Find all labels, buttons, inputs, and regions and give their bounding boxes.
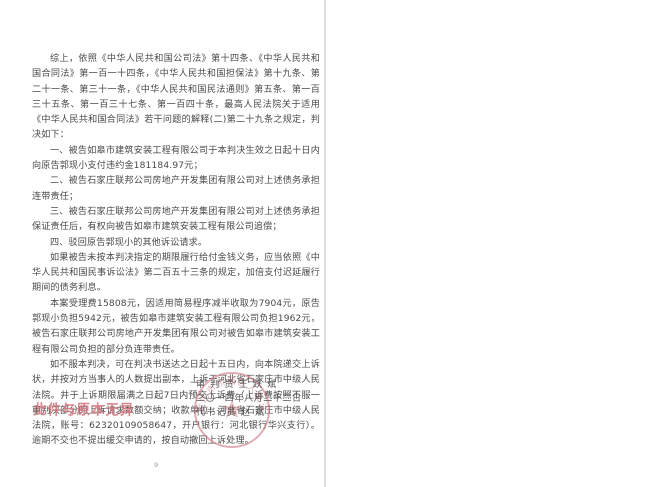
paragraph-ruling-4: 四、驳回原告郭现小的其他诉讼请求。: [50, 237, 208, 248]
paragraph-ruling-1: 一、被告如皋市建筑安装工程有限公司于本判决生效之日起十日内向原告郭现小支付违约金…: [32, 145, 320, 172]
paragraph-delay-interest: 如果被告未按本判决指定的期限履行给付金钱义务，应当依照《中华人民共和国民事诉讼法…: [32, 252, 320, 294]
paragraph-ruling-2: 二、被告石家庄联邦公司房地产开发集团有限公司对上述债务承担连带责任；: [32, 176, 320, 202]
paragraph-appeal-notice: 如不服本判决，可在判决书送达之日起十五日内，向本院递交上诉状，并按对方当事人的人…: [32, 359, 320, 447]
paragraph-ruling-3: 三、被告石家庄联邦公司房地产开发集团有限公司对上述债务承担保证责任后，有权向被告…: [32, 206, 320, 233]
page-gutter-divider: [324, 0, 326, 487]
page-number-left: 9: [154, 461, 159, 469]
signature-block: 审 判 员 王 跃 斌 二〇一四年八月二十二日 代书记员 赵 斌: [196, 378, 324, 420]
right-page-sheet: 违约金计算方法 欠款数额 （万元） 违约金计付起止时间 一至三年期贷款 基准利率…: [326, 0, 650, 487]
certification-stamp-text: 此件与原本无异: [33, 401, 135, 419]
paragraph-case-fee: 本案受理费15808元，因适用简易程序减半收取为7904元，原告郭现小负担594…: [32, 298, 320, 355]
clerk-signature-line: 代书记员 赵 斌: [196, 408, 266, 418]
judge-signature-line: 审 判 员 王 跃 斌: [196, 380, 278, 390]
judgment-date-line: 二〇一四年八月二十二日: [196, 394, 302, 404]
left-page-sheet: 综上，依照《中华人民共和国公司法》第十四条、《中华人民共和国合同法》第一百一十四…: [0, 0, 324, 487]
paragraph-conclusion: 综上，依照《中华人民共和国公司法》第十四条、《中华人民共和国合同法》第一百一十四…: [32, 54, 320, 141]
judgment-body-text: 综上，依照《中华人民共和国公司法》第十四条、《中华人民共和国合同法》第一百一十四…: [32, 52, 320, 450]
